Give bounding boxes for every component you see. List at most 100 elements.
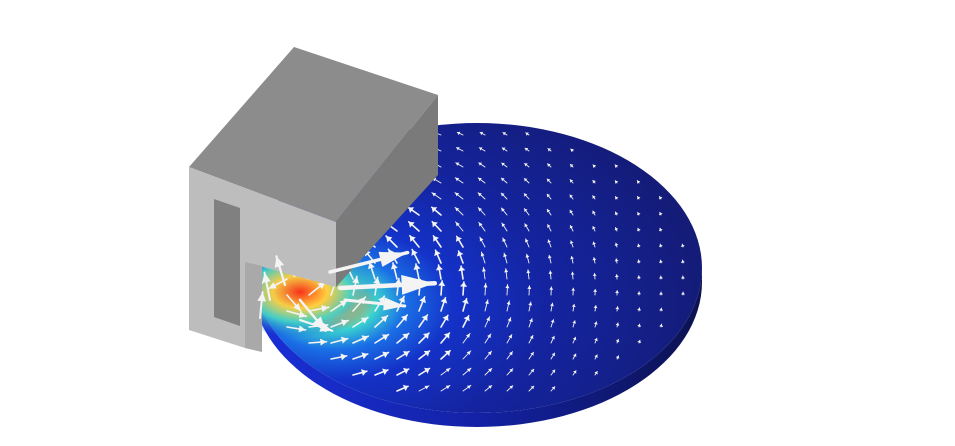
field-arrow bbox=[681, 291, 685, 296]
field-arrow bbox=[274, 255, 287, 287]
field-arrow bbox=[592, 225, 596, 232]
field-arrow bbox=[500, 177, 508, 184]
field-arrow bbox=[462, 332, 471, 344]
field-arrow bbox=[506, 385, 514, 392]
field-arrow bbox=[592, 241, 596, 248]
field-arrow bbox=[528, 301, 533, 312]
field-arrow bbox=[636, 195, 641, 200]
magnet-slot bbox=[214, 199, 240, 326]
field-arrow bbox=[546, 178, 552, 184]
field-arrow bbox=[483, 282, 488, 296]
field-arrow bbox=[592, 210, 596, 216]
field-arrow bbox=[456, 250, 464, 264]
field-arrow bbox=[430, 206, 442, 216]
field-arrow bbox=[352, 352, 369, 360]
field-arrow bbox=[504, 268, 509, 280]
field-arrow bbox=[548, 270, 553, 280]
field-arrow bbox=[478, 221, 486, 232]
field-arrow bbox=[330, 353, 348, 361]
field-arrow bbox=[636, 243, 641, 248]
field-arrow bbox=[396, 384, 409, 392]
field-arrow bbox=[501, 147, 508, 152]
field-arrow bbox=[477, 207, 486, 216]
field-arrow bbox=[374, 351, 390, 360]
field-arrow bbox=[572, 320, 577, 328]
field-arrow bbox=[438, 280, 446, 296]
field-arrow bbox=[477, 177, 486, 184]
field-arrow bbox=[523, 178, 530, 184]
field-arrow bbox=[523, 193, 530, 200]
field-arrow bbox=[407, 220, 420, 232]
field-arrow bbox=[614, 211, 619, 216]
field-arrow bbox=[592, 257, 597, 264]
field-arrow bbox=[524, 147, 530, 152]
field-arrow bbox=[455, 162, 464, 168]
field-arrow bbox=[455, 235, 464, 248]
field-arrow bbox=[506, 351, 513, 360]
field-arrow bbox=[506, 317, 512, 328]
field-arrow bbox=[571, 287, 576, 296]
field-arrow bbox=[462, 384, 472, 392]
field-arrow bbox=[432, 235, 442, 248]
field-arrow bbox=[614, 227, 619, 232]
field-arrow bbox=[479, 131, 486, 136]
field-arrow bbox=[286, 294, 302, 312]
field-arrow bbox=[594, 370, 598, 376]
field-arrow bbox=[549, 286, 554, 296]
field-arrow bbox=[614, 196, 619, 200]
field-arrow bbox=[615, 338, 620, 344]
field-arrow bbox=[571, 303, 576, 312]
field-arrow bbox=[680, 275, 685, 280]
field-arrow bbox=[636, 275, 641, 280]
field-arrow bbox=[440, 384, 451, 392]
field-arrow bbox=[418, 385, 430, 392]
field-arrow bbox=[434, 249, 442, 264]
field-arrow bbox=[330, 336, 349, 344]
field-arrow bbox=[658, 243, 663, 248]
field-arrow bbox=[569, 194, 574, 200]
field-arrow bbox=[501, 222, 508, 232]
field-arrow bbox=[550, 302, 554, 312]
field-arrow bbox=[502, 237, 508, 248]
field-arrow bbox=[484, 316, 491, 328]
field-arrow bbox=[460, 281, 468, 296]
field-arrow bbox=[257, 291, 267, 319]
field-arrow bbox=[659, 195, 663, 200]
field-arrow bbox=[286, 325, 307, 333]
field-arrow bbox=[352, 316, 369, 328]
field-arrow bbox=[528, 368, 535, 376]
field-arrow bbox=[637, 291, 642, 296]
field-arrow bbox=[527, 285, 532, 296]
field-arrow bbox=[478, 162, 486, 168]
field-arrow bbox=[337, 275, 438, 295]
field-arrow bbox=[500, 192, 508, 200]
field-arrow bbox=[409, 234, 420, 248]
field-arrow bbox=[593, 288, 598, 296]
field-arrow bbox=[385, 235, 398, 248]
field-arrow bbox=[637, 323, 642, 328]
field-arrow bbox=[637, 307, 642, 312]
field-arrow bbox=[528, 334, 534, 344]
field-arrow bbox=[658, 211, 663, 216]
field-arrow bbox=[396, 350, 410, 360]
field-arrow bbox=[462, 350, 472, 360]
field-arrow bbox=[418, 367, 431, 376]
field-arrow bbox=[572, 336, 577, 344]
field-arrow bbox=[482, 266, 486, 280]
field-arrow bbox=[546, 163, 552, 168]
field-arrow bbox=[570, 271, 575, 280]
field-arrow bbox=[524, 162, 530, 168]
field-arrow bbox=[330, 319, 350, 328]
field-arrow bbox=[456, 131, 464, 136]
field-arrow bbox=[458, 265, 466, 280]
field-arrow bbox=[454, 192, 464, 200]
field-arrow bbox=[484, 299, 489, 312]
field-arrow bbox=[593, 321, 598, 328]
field-arrow bbox=[658, 275, 663, 280]
field-arrow bbox=[407, 206, 420, 216]
field-arrow bbox=[286, 310, 308, 318]
field-arrow bbox=[454, 177, 464, 184]
field-arrow bbox=[680, 243, 685, 248]
field-arrow bbox=[570, 148, 574, 153]
